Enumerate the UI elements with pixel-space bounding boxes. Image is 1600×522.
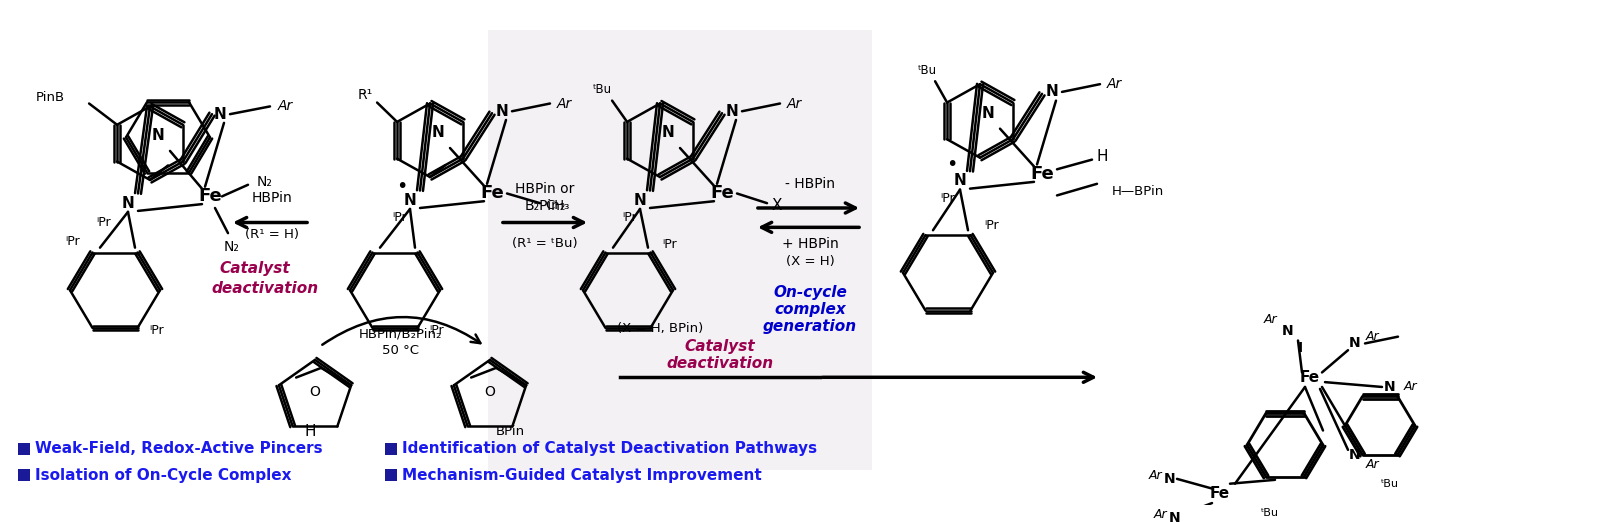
- Bar: [488, 30, 872, 470]
- Text: I: I: [1298, 341, 1302, 355]
- Text: generation: generation: [763, 319, 858, 335]
- Text: (R¹ = ᵗBu): (R¹ = ᵗBu): [512, 238, 578, 250]
- Text: N: N: [982, 105, 994, 121]
- Text: N: N: [1384, 380, 1395, 394]
- Text: ᵗBu: ᵗBu: [1261, 508, 1278, 518]
- Text: Fe: Fe: [198, 187, 222, 205]
- Text: N: N: [152, 128, 165, 143]
- Text: ⁱPr: ⁱPr: [430, 324, 445, 337]
- Text: Ar: Ar: [1149, 469, 1162, 482]
- Text: N₂: N₂: [258, 175, 274, 189]
- Text: N: N: [432, 125, 445, 140]
- Text: N: N: [1165, 472, 1176, 486]
- Text: O: O: [309, 385, 320, 399]
- Text: ᵗBu: ᵗBu: [917, 64, 936, 77]
- Text: N: N: [1349, 337, 1362, 350]
- Text: Ar: Ar: [1106, 77, 1122, 91]
- Text: deactivation: deactivation: [211, 281, 318, 296]
- Text: Ar: Ar: [557, 97, 571, 111]
- Text: N: N: [496, 104, 509, 118]
- Text: Catalyst: Catalyst: [219, 262, 290, 277]
- Text: N₂: N₂: [224, 240, 240, 254]
- Text: ⁱPr: ⁱPr: [662, 238, 677, 251]
- Text: ᵗBu: ᵗBu: [1381, 479, 1398, 489]
- Bar: [18, 443, 30, 455]
- Text: O: O: [485, 385, 496, 399]
- Text: ⁱPr: ⁱPr: [984, 219, 1000, 232]
- Text: Identification of Catalyst Deactivation Pathways: Identification of Catalyst Deactivation …: [402, 442, 818, 456]
- Text: CH₃: CH₃: [546, 198, 570, 211]
- Text: Fe: Fe: [710, 184, 734, 203]
- Text: H: H: [1096, 149, 1107, 164]
- Text: BPin: BPin: [496, 425, 525, 438]
- Text: H—BPin: H—BPin: [1112, 185, 1165, 198]
- Text: X: X: [771, 198, 782, 212]
- Text: ⁱPr: ⁱPr: [66, 235, 80, 248]
- Text: complex: complex: [774, 302, 846, 317]
- Text: Ar: Ar: [1154, 508, 1166, 521]
- Text: (X = H): (X = H): [786, 255, 834, 268]
- Text: Fe: Fe: [480, 184, 504, 203]
- Text: N: N: [122, 196, 134, 211]
- Text: PinB: PinB: [35, 91, 66, 104]
- Text: Mechanism-Guided Catalyst Improvement: Mechanism-Guided Catalyst Improvement: [402, 468, 762, 482]
- Text: •: •: [946, 155, 958, 174]
- Text: N: N: [1282, 324, 1294, 338]
- Text: Fe: Fe: [1299, 370, 1320, 385]
- Text: ⁱPr: ⁱPr: [96, 216, 112, 229]
- Text: 50 °C: 50 °C: [381, 343, 419, 357]
- Text: On-cycle: On-cycle: [773, 284, 846, 300]
- Bar: [18, 469, 30, 481]
- Text: N: N: [403, 193, 416, 208]
- Text: - HBPin: - HBPin: [786, 177, 835, 191]
- Text: Ar: Ar: [1262, 313, 1277, 326]
- Text: N: N: [634, 193, 646, 208]
- Text: N: N: [662, 125, 674, 140]
- Text: Ar: Ar: [1365, 330, 1379, 343]
- Text: HBPin or: HBPin or: [515, 182, 574, 196]
- Text: Ar: Ar: [1403, 381, 1418, 394]
- Text: Fe: Fe: [1210, 486, 1230, 501]
- Text: N: N: [1046, 85, 1058, 99]
- Text: •: •: [397, 177, 408, 196]
- Text: Fe: Fe: [1030, 165, 1054, 183]
- Bar: [386, 469, 397, 481]
- Text: N: N: [1170, 511, 1181, 522]
- Text: ⁱPr: ⁱPr: [150, 324, 165, 337]
- Bar: [386, 443, 397, 455]
- Text: HBPin: HBPin: [251, 192, 293, 205]
- Text: ᵗBu: ᵗBu: [592, 84, 611, 97]
- Text: Ar: Ar: [786, 97, 802, 111]
- Text: + HBPin: + HBPin: [782, 237, 838, 251]
- Text: ⁱPr: ⁱPr: [941, 192, 955, 205]
- Text: Catalyst: Catalyst: [685, 339, 755, 354]
- Text: R¹: R¹: [357, 88, 373, 102]
- Text: Weak-Field, Redox-Active Pincers: Weak-Field, Redox-Active Pincers: [35, 442, 323, 456]
- Text: HBPin/B₂Pin₂: HBPin/B₂Pin₂: [358, 327, 442, 340]
- Text: N: N: [954, 173, 966, 188]
- Text: Ar: Ar: [1365, 458, 1379, 471]
- Text: B₂Pin₂: B₂Pin₂: [525, 199, 566, 213]
- Text: (X = H, BPin): (X = H, BPin): [618, 323, 702, 336]
- Text: N: N: [1349, 448, 1362, 461]
- Text: ⁱPr: ⁱPr: [622, 211, 637, 224]
- Text: N: N: [214, 106, 226, 122]
- Text: deactivation: deactivation: [667, 356, 773, 371]
- Text: N: N: [726, 104, 738, 118]
- Text: (R¹ = H): (R¹ = H): [245, 228, 299, 241]
- Text: Ar: Ar: [277, 99, 293, 113]
- Text: Isolation of On-Cycle Complex: Isolation of On-Cycle Complex: [35, 468, 291, 482]
- Text: H: H: [306, 424, 317, 438]
- Text: ⁱPr: ⁱPr: [392, 211, 408, 224]
